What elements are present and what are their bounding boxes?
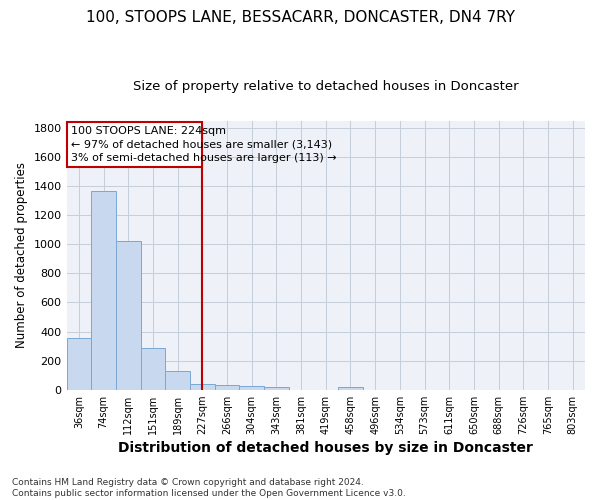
Text: Contains HM Land Registry data © Crown copyright and database right 2024.
Contai: Contains HM Land Registry data © Crown c… bbox=[12, 478, 406, 498]
Bar bbox=[91, 191, 116, 390]
Bar bbox=[190, 384, 215, 390]
Bar bbox=[67, 338, 91, 390]
Bar bbox=[140, 348, 165, 390]
Bar bbox=[116, 240, 140, 390]
Bar bbox=[239, 386, 264, 390]
Bar bbox=[165, 371, 190, 390]
Bar bbox=[338, 387, 363, 390]
Y-axis label: Number of detached properties: Number of detached properties bbox=[15, 162, 28, 348]
Title: Size of property relative to detached houses in Doncaster: Size of property relative to detached ho… bbox=[133, 80, 518, 93]
Bar bbox=[264, 387, 289, 390]
X-axis label: Distribution of detached houses by size in Doncaster: Distribution of detached houses by size … bbox=[118, 441, 533, 455]
Bar bbox=[67, 122, 202, 167]
Bar bbox=[215, 384, 239, 390]
Text: 100, STOOPS LANE, BESSACARR, DONCASTER, DN4 7RY: 100, STOOPS LANE, BESSACARR, DONCASTER, … bbox=[86, 10, 515, 25]
Text: 100 STOOPS LANE: 224sqm
← 97% of detached houses are smaller (3,143)
3% of semi-: 100 STOOPS LANE: 224sqm ← 97% of detache… bbox=[71, 126, 337, 163]
